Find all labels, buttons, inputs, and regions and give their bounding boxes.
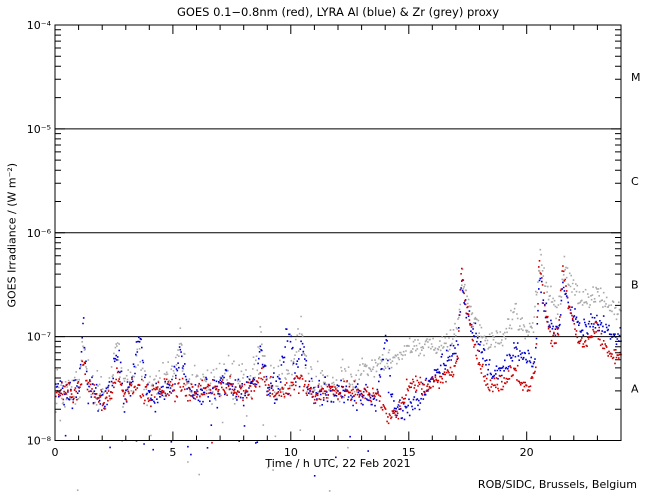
flare-class-label-c: C [631,175,639,188]
chart-title: GOES 0.1−0.8nm (red), LYRA Al (blue) & Z… [176,5,500,19]
x-tick-label: 5 [169,446,176,459]
flare-class-boundary-lines [55,128,621,338]
y-tick-label: 10⁻⁸ [27,435,52,448]
y-tick-label: 10⁻⁷ [27,331,51,344]
flare-class-label-m: M [631,71,641,84]
flare-class-label-a: A [631,383,639,396]
x-tick-label: 15 [402,446,416,459]
x-tick-label: 10 [284,446,298,459]
x-tick-label: 0 [52,446,59,459]
y-tick-label: 10⁻⁴ [27,19,52,32]
credit-text: ROB/SIDC, Brussels, Belgium [477,478,637,491]
x-axis-label: Time / h UTC, 22 Feb 2021 [265,457,411,470]
series-goes-0-1-0-8nm-red- [55,260,622,444]
axes-and-ticks [54,24,622,441]
flare-class-label-b: B [631,279,639,292]
y-tick-label: 10⁻⁵ [27,123,51,136]
y-tick-label: 10⁻⁶ [27,227,52,240]
series-lyra-zr-proxy-grey- [55,248,622,492]
series-lyra-al-proxy-blue- [55,277,622,477]
x-tick-label: 20 [520,446,534,459]
